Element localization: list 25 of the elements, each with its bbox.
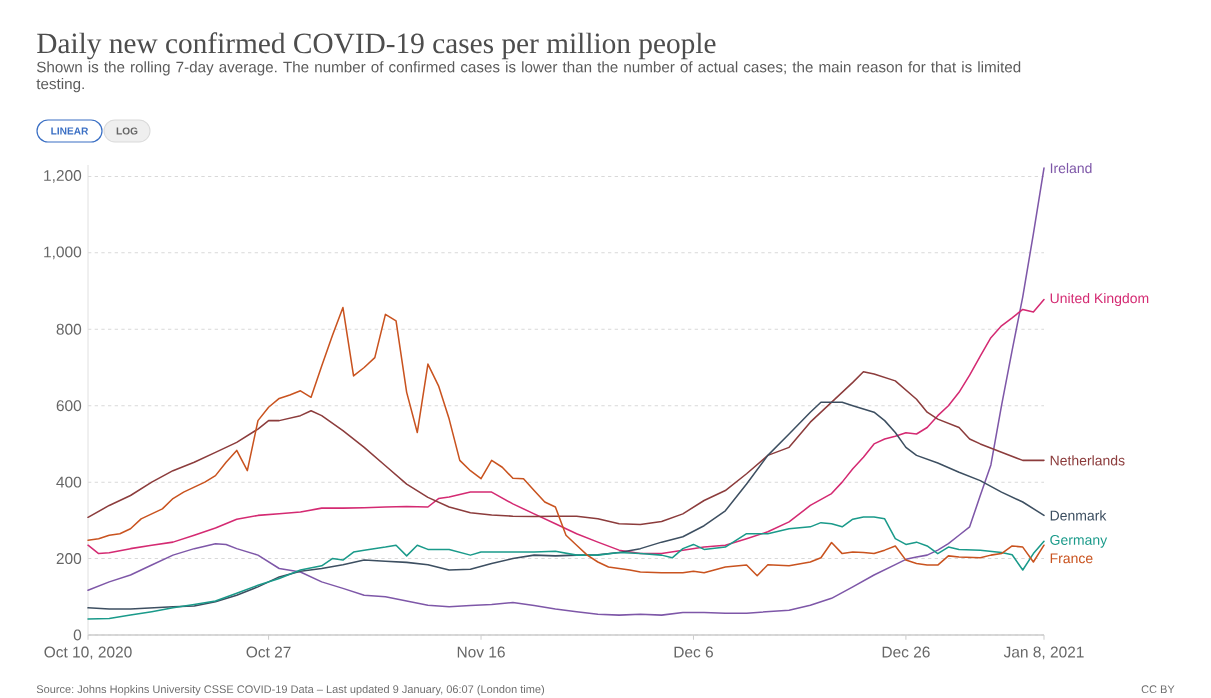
y-tick-label: 400 <box>56 476 82 488</box>
y-tick-label: 1,000 <box>44 246 82 260</box>
x-tick-label: Dec 26 <box>882 646 930 658</box>
text: LOG <box>116 127 138 135</box>
source-note: Source: Johns Hopkins University CSSE COVID-19 Data – Last updated 9 January, 06:07 (London time) <box>36 685 545 696</box>
series-label: France <box>1050 553 1093 564</box>
x-tick-label: Oct 10, 2020 <box>44 646 132 660</box>
text: LINEAR <box>51 127 89 135</box>
series-label: Germany <box>1050 535 1108 548</box>
series-label: United Kingdom <box>1050 292 1149 307</box>
y-tick-label: 1,200 <box>44 170 82 183</box>
series-label: Netherlands <box>1050 455 1125 466</box>
chart-subtitle: Shown is the rolling 7-day average. The number of confirmed cases is lower than the number of actual cases; the main reason for that is limited testing. <box>36 61 1021 93</box>
series-label: Denmark <box>1050 510 1107 521</box>
y-tick-label: 600 <box>56 400 82 412</box>
y-tick-label: 200 <box>56 553 82 565</box>
x-tick-label: Dec 6 <box>674 646 713 658</box>
chart-title: Daily new confirmed COVID-19 cases per million people <box>37 32 716 60</box>
x-tick-label: Jan 8, 2021 <box>1003 646 1084 660</box>
series-label: Ireland <box>1050 162 1092 174</box>
y-tick-label: 800 <box>56 323 82 335</box>
x-tick-label: Nov 16 <box>457 646 505 658</box>
x-tick-label: Oct 27 <box>246 646 291 658</box>
text: CC BY <box>1141 685 1175 694</box>
y-tick-label: 0 <box>73 629 82 641</box>
